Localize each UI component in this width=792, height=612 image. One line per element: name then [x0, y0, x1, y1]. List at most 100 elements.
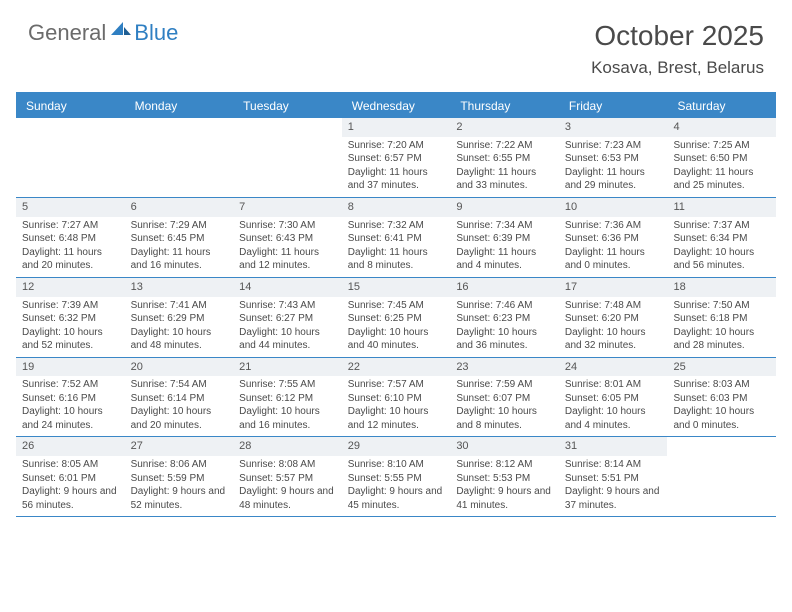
day-cell: 1Sunrise: 7:20 AMSunset: 6:57 PMDaylight… — [342, 118, 451, 197]
day-body — [16, 122, 125, 128]
day-line: Sunset: 6:43 PM — [239, 232, 336, 246]
day-line: Sunrise: 8:03 AM — [673, 378, 770, 392]
day-cell — [233, 118, 342, 197]
day-body: Sunrise: 7:59 AMSunset: 6:07 PMDaylight:… — [450, 376, 559, 436]
day-header: Tuesday — [233, 94, 342, 118]
day-line: Daylight: 10 hours and 52 minutes. — [22, 326, 119, 353]
title-block: October 2025 Kosava, Brest, Belarus — [591, 20, 764, 78]
day-line: Sunrise: 7:27 AM — [22, 219, 119, 233]
day-line: Sunset: 6:45 PM — [131, 232, 228, 246]
day-cell: 24Sunrise: 8:01 AMSunset: 6:05 PMDayligh… — [559, 358, 668, 437]
day-cell: 9Sunrise: 7:34 AMSunset: 6:39 PMDaylight… — [450, 198, 559, 277]
day-body: Sunrise: 7:27 AMSunset: 6:48 PMDaylight:… — [16, 217, 125, 277]
day-line: Sunset: 6:16 PM — [22, 392, 119, 406]
day-line: Sunrise: 7:25 AM — [673, 139, 770, 153]
day-line: Sunrise: 7:32 AM — [348, 219, 445, 233]
day-number: 4 — [667, 118, 776, 137]
day-line: Sunrise: 7:23 AM — [565, 139, 662, 153]
day-line: Sunset: 6:41 PM — [348, 232, 445, 246]
day-line: Sunset: 6:12 PM — [239, 392, 336, 406]
day-line: Daylight: 11 hours and 8 minutes. — [348, 246, 445, 273]
day-line: Daylight: 11 hours and 0 minutes. — [565, 246, 662, 273]
day-number: 28 — [233, 437, 342, 456]
day-line: Sunrise: 8:06 AM — [131, 458, 228, 472]
day-number: 14 — [233, 278, 342, 297]
day-number: 8 — [342, 198, 451, 217]
logo: General Blue — [28, 20, 178, 46]
day-line: Daylight: 9 hours and 37 minutes. — [565, 485, 662, 512]
day-cell: 13Sunrise: 7:41 AMSunset: 6:29 PMDayligh… — [125, 278, 234, 357]
day-line: Sunrise: 7:54 AM — [131, 378, 228, 392]
week-row: 26Sunrise: 8:05 AMSunset: 6:01 PMDayligh… — [16, 437, 776, 517]
day-cell: 5Sunrise: 7:27 AMSunset: 6:48 PMDaylight… — [16, 198, 125, 277]
day-line: Daylight: 9 hours and 52 minutes. — [131, 485, 228, 512]
day-body: Sunrise: 7:23 AMSunset: 6:53 PMDaylight:… — [559, 137, 668, 197]
day-body — [667, 441, 776, 447]
day-line: Sunrise: 7:46 AM — [456, 299, 553, 313]
day-body — [125, 122, 234, 128]
day-cell: 11Sunrise: 7:37 AMSunset: 6:34 PMDayligh… — [667, 198, 776, 277]
location: Kosava, Brest, Belarus — [591, 58, 764, 78]
day-cell: 16Sunrise: 7:46 AMSunset: 6:23 PMDayligh… — [450, 278, 559, 357]
day-cell: 30Sunrise: 8:12 AMSunset: 5:53 PMDayligh… — [450, 437, 559, 516]
day-line: Sunset: 5:53 PM — [456, 472, 553, 486]
day-body: Sunrise: 7:39 AMSunset: 6:32 PMDaylight:… — [16, 297, 125, 357]
day-line: Sunrise: 8:01 AM — [565, 378, 662, 392]
day-header: Monday — [125, 94, 234, 118]
day-cell: 2Sunrise: 7:22 AMSunset: 6:55 PMDaylight… — [450, 118, 559, 197]
day-line: Sunrise: 8:10 AM — [348, 458, 445, 472]
day-cell: 10Sunrise: 7:36 AMSunset: 6:36 PMDayligh… — [559, 198, 668, 277]
day-body: Sunrise: 8:03 AMSunset: 6:03 PMDaylight:… — [667, 376, 776, 436]
day-cell: 20Sunrise: 7:54 AMSunset: 6:14 PMDayligh… — [125, 358, 234, 437]
day-line: Daylight: 10 hours and 44 minutes. — [239, 326, 336, 353]
week-row: 5Sunrise: 7:27 AMSunset: 6:48 PMDaylight… — [16, 198, 776, 278]
day-cell: 31Sunrise: 8:14 AMSunset: 5:51 PMDayligh… — [559, 437, 668, 516]
logo-text-general: General — [28, 20, 106, 46]
day-number: 1 — [342, 118, 451, 137]
day-cell: 15Sunrise: 7:45 AMSunset: 6:25 PMDayligh… — [342, 278, 451, 357]
day-body: Sunrise: 7:48 AMSunset: 6:20 PMDaylight:… — [559, 297, 668, 357]
day-body: Sunrise: 7:52 AMSunset: 6:16 PMDaylight:… — [16, 376, 125, 436]
day-cell: 28Sunrise: 8:08 AMSunset: 5:57 PMDayligh… — [233, 437, 342, 516]
day-cell: 18Sunrise: 7:50 AMSunset: 6:18 PMDayligh… — [667, 278, 776, 357]
day-line: Daylight: 10 hours and 4 minutes. — [565, 405, 662, 432]
day-line: Sunrise: 7:36 AM — [565, 219, 662, 233]
month-title: October 2025 — [591, 20, 764, 52]
day-line: Sunrise: 7:52 AM — [22, 378, 119, 392]
day-line: Daylight: 11 hours and 37 minutes. — [348, 166, 445, 193]
day-line: Sunset: 6:53 PM — [565, 152, 662, 166]
day-line: Sunrise: 7:30 AM — [239, 219, 336, 233]
day-number: 15 — [342, 278, 451, 297]
day-body — [233, 122, 342, 128]
day-body: Sunrise: 7:30 AMSunset: 6:43 PMDaylight:… — [233, 217, 342, 277]
day-cell — [667, 437, 776, 516]
day-line: Daylight: 11 hours and 12 minutes. — [239, 246, 336, 273]
day-body: Sunrise: 8:12 AMSunset: 5:53 PMDaylight:… — [450, 456, 559, 516]
day-line: Sunrise: 7:37 AM — [673, 219, 770, 233]
day-cell: 8 Sunrise: 7:32 AMSunset: 6:41 PMDaylight… — [342, 198, 451, 277]
day-body: Sunrise: 7:50 AMSunset: 6:18 PMDaylight:… — [667, 297, 776, 357]
day-line: Sunset: 6:18 PM — [673, 312, 770, 326]
day-line: Sunset: 6:55 PM — [456, 152, 553, 166]
logo-text-blue: Blue — [134, 20, 178, 46]
week-row: 1Sunrise: 7:20 AMSunset: 6:57 PMDaylight… — [16, 118, 776, 198]
day-body: Sunrise: 7:45 AMSunset: 6:25 PMDaylight:… — [342, 297, 451, 357]
day-cell — [16, 118, 125, 197]
day-line: Daylight: 9 hours and 56 minutes. — [22, 485, 119, 512]
day-line: Sunrise: 7:41 AM — [131, 299, 228, 313]
day-line: Sunset: 5:59 PM — [131, 472, 228, 486]
day-number: 11 — [667, 198, 776, 217]
day-body: Sunrise: 7:57 AMSunset: 6:10 PMDaylight:… — [342, 376, 451, 436]
day-number: 31 — [559, 437, 668, 456]
day-body: Sunrise: 7:54 AMSunset: 6:14 PMDaylight:… — [125, 376, 234, 436]
day-line: Daylight: 11 hours and 20 minutes. — [22, 246, 119, 273]
day-cell: 6Sunrise: 7:29 AMSunset: 6:45 PMDaylight… — [125, 198, 234, 277]
day-line: Sunrise: 8:12 AM — [456, 458, 553, 472]
day-line: Sunset: 5:55 PM — [348, 472, 445, 486]
day-line: Daylight: 9 hours and 41 minutes. — [456, 485, 553, 512]
day-line: Sunset: 6:36 PM — [565, 232, 662, 246]
day-number: 19 — [16, 358, 125, 377]
day-number: 25 — [667, 358, 776, 377]
day-line: Sunset: 6:32 PM — [22, 312, 119, 326]
day-body: Sunrise: 7:36 AMSunset: 6:36 PMDaylight:… — [559, 217, 668, 277]
